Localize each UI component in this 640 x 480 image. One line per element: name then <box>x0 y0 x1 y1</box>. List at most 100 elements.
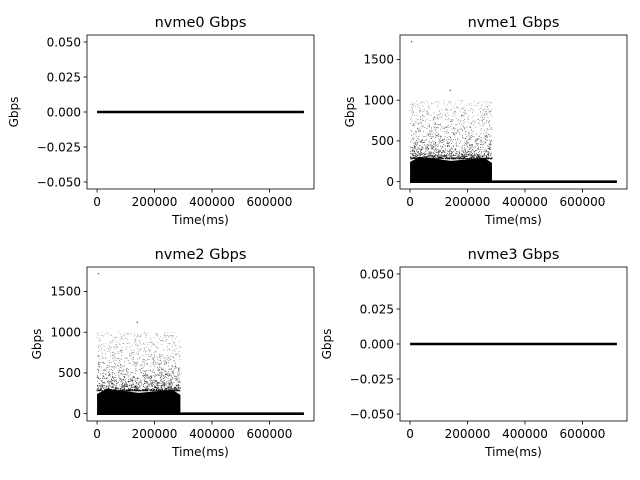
data-point <box>133 384 134 385</box>
data-point <box>438 142 440 144</box>
data-point <box>482 119 484 120</box>
data-point <box>135 339 137 341</box>
data-point <box>113 384 114 386</box>
data-point <box>485 106 487 107</box>
data-point <box>428 108 430 110</box>
data-point <box>108 383 110 385</box>
data-point <box>101 385 103 387</box>
data-point <box>130 378 131 380</box>
data-point <box>178 385 180 387</box>
data-point <box>173 336 174 338</box>
data-point <box>102 375 104 377</box>
data-point <box>465 154 467 155</box>
data-point <box>99 390 101 391</box>
data-point <box>141 364 143 365</box>
data-point <box>461 153 462 155</box>
data-point <box>109 373 110 374</box>
data-point <box>412 103 414 105</box>
data-point <box>477 119 479 120</box>
data-point <box>434 142 436 143</box>
data-point <box>142 390 144 392</box>
data-point <box>433 141 435 142</box>
data-point <box>429 158 431 160</box>
data-point <box>158 387 159 389</box>
data-point <box>413 123 414 124</box>
data-point <box>442 149 444 151</box>
data-point <box>420 118 421 120</box>
data-point <box>130 378 132 380</box>
data-point <box>143 362 145 364</box>
data-point <box>476 158 477 160</box>
data-point <box>472 124 474 126</box>
data-point <box>481 105 483 107</box>
data-point <box>97 385 99 387</box>
data-point <box>138 378 140 379</box>
data-point <box>148 377 150 379</box>
data-point <box>453 157 455 158</box>
data-point <box>427 154 429 156</box>
data-point <box>153 344 155 345</box>
data-point <box>443 150 445 151</box>
data-point <box>451 123 453 125</box>
data-point <box>135 390 137 392</box>
data-point <box>166 363 167 365</box>
data-point <box>138 381 140 383</box>
data-point <box>98 371 99 373</box>
data-point <box>434 127 436 129</box>
data-point <box>452 139 454 140</box>
data-point <box>433 146 435 148</box>
data-point <box>128 381 129 383</box>
data-point <box>453 154 454 156</box>
data-point <box>459 123 460 124</box>
data-point <box>152 380 154 382</box>
data-point <box>425 151 427 152</box>
data-point <box>97 378 99 379</box>
data-point <box>456 158 458 160</box>
data-point <box>144 389 146 391</box>
data-point <box>479 120 481 121</box>
data-point <box>429 157 431 158</box>
data-point <box>413 157 415 158</box>
data-point <box>479 157 481 159</box>
data-point <box>484 114 486 116</box>
data-point <box>426 158 428 160</box>
data-points <box>96 272 304 415</box>
data-point <box>113 346 115 347</box>
data-point <box>146 373 148 375</box>
data-point <box>421 153 423 155</box>
data-point <box>453 127 455 128</box>
data-point <box>419 154 421 155</box>
data-point <box>433 143 435 145</box>
data-point <box>469 137 471 139</box>
chart-title: nvme1 Gbps <box>468 15 560 31</box>
data-point <box>489 157 491 159</box>
data-point <box>489 124 490 126</box>
x-tick-label: 400000 <box>189 427 235 441</box>
data-point <box>140 365 141 367</box>
data-point <box>415 154 417 155</box>
y-tick-label: −0.050 <box>350 407 394 421</box>
data-point <box>178 368 179 370</box>
data-point <box>414 142 416 143</box>
data-point <box>156 334 158 336</box>
data-point <box>483 114 485 116</box>
data-point <box>152 342 154 344</box>
data-point <box>114 344 116 345</box>
data-point <box>455 155 457 157</box>
data-point <box>419 141 421 142</box>
data-point <box>449 101 450 103</box>
data-point <box>150 354 152 356</box>
data-point <box>112 351 114 353</box>
data-point <box>491 141 493 143</box>
data-point <box>419 155 421 156</box>
data-point <box>419 127 421 129</box>
data-point <box>415 155 417 157</box>
data-point <box>487 158 489 160</box>
data-point <box>424 154 426 156</box>
data-point <box>433 156 435 157</box>
data-point <box>129 389 130 391</box>
data-point <box>441 155 443 157</box>
data-point <box>446 158 448 160</box>
data-point <box>132 359 134 360</box>
data-point <box>174 387 175 389</box>
